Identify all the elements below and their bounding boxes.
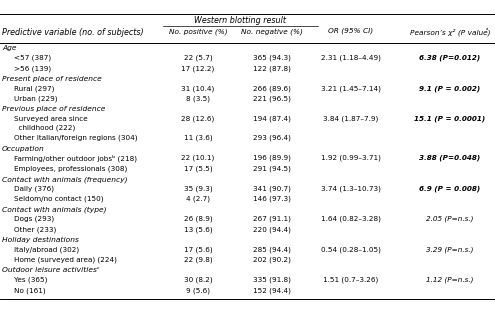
Text: 221 (96.5): 221 (96.5) bbox=[253, 96, 291, 102]
Text: Age: Age bbox=[2, 45, 16, 51]
Text: >56 (139): >56 (139) bbox=[14, 65, 51, 71]
Text: Other Italian/foreign regions (304): Other Italian/foreign regions (304) bbox=[14, 135, 138, 141]
Text: ᵃ: ᵃ bbox=[486, 28, 488, 33]
Text: Home (surveyed area) (224): Home (surveyed area) (224) bbox=[14, 257, 117, 263]
Text: 335 (91.8): 335 (91.8) bbox=[253, 277, 291, 283]
Text: Present place of residence: Present place of residence bbox=[2, 76, 102, 82]
Text: No. negative (%): No. negative (%) bbox=[241, 28, 303, 35]
Text: 293 (96.4): 293 (96.4) bbox=[253, 135, 291, 141]
Text: 202 (90.2): 202 (90.2) bbox=[253, 257, 291, 263]
Text: 266 (89.6): 266 (89.6) bbox=[253, 85, 291, 92]
Text: 8 (3.5): 8 (3.5) bbox=[186, 96, 210, 102]
Text: Outdoor leisure activitiesᶜ: Outdoor leisure activitiesᶜ bbox=[2, 267, 99, 274]
Text: 196 (89.9): 196 (89.9) bbox=[253, 155, 291, 161]
Text: 285 (94.4): 285 (94.4) bbox=[253, 246, 291, 253]
Text: 0.54 (0.28–1.05): 0.54 (0.28–1.05) bbox=[321, 246, 381, 253]
Text: Contact with animals (frequency): Contact with animals (frequency) bbox=[2, 176, 128, 183]
Text: 4 (2.7): 4 (2.7) bbox=[186, 196, 210, 202]
Text: Other (233): Other (233) bbox=[14, 227, 56, 233]
Text: No (161): No (161) bbox=[14, 288, 46, 294]
Text: Dogs (293): Dogs (293) bbox=[14, 216, 54, 222]
Text: 15.1 (P = 0.0001): 15.1 (P = 0.0001) bbox=[414, 115, 486, 122]
Text: 9.1 (P = 0.002): 9.1 (P = 0.002) bbox=[419, 85, 481, 92]
Text: 9 (5.6): 9 (5.6) bbox=[186, 288, 210, 294]
Text: 22 (10.1): 22 (10.1) bbox=[181, 155, 215, 161]
Text: 2.31 (1.18–4.49): 2.31 (1.18–4.49) bbox=[321, 54, 381, 61]
Text: Predictive variable (no. of subjects): Predictive variable (no. of subjects) bbox=[2, 28, 144, 37]
Text: Contact with animals (type): Contact with animals (type) bbox=[2, 206, 106, 213]
Text: 341 (90.7): 341 (90.7) bbox=[253, 185, 291, 192]
Text: 1.51 (0.7–3.26): 1.51 (0.7–3.26) bbox=[323, 277, 379, 283]
Text: Employees, professionals (308): Employees, professionals (308) bbox=[14, 165, 127, 172]
Text: 26 (8.9): 26 (8.9) bbox=[184, 216, 212, 222]
Text: Daily (376): Daily (376) bbox=[14, 185, 54, 192]
Text: 35 (9.3): 35 (9.3) bbox=[184, 185, 212, 192]
Text: Seldom/no contact (150): Seldom/no contact (150) bbox=[14, 196, 103, 202]
Text: 3.29 (P=n.s.): 3.29 (P=n.s.) bbox=[426, 246, 474, 253]
Text: No. positive (%): No. positive (%) bbox=[169, 28, 227, 35]
Text: 122 (87.8): 122 (87.8) bbox=[253, 65, 291, 71]
Text: 28 (12.6): 28 (12.6) bbox=[181, 115, 215, 122]
Text: Previous place of residence: Previous place of residence bbox=[2, 106, 105, 112]
Text: 3.21 (1.45–7.14): 3.21 (1.45–7.14) bbox=[321, 85, 381, 92]
Text: <57 (387): <57 (387) bbox=[14, 54, 51, 61]
Text: 291 (94.5): 291 (94.5) bbox=[253, 165, 291, 172]
Text: Western blotting result: Western blotting result bbox=[195, 16, 287, 25]
Text: Occupation: Occupation bbox=[2, 145, 45, 152]
Text: 30 (8.2): 30 (8.2) bbox=[184, 277, 212, 283]
Text: 22 (5.7): 22 (5.7) bbox=[184, 54, 212, 61]
Text: 146 (97.3): 146 (97.3) bbox=[253, 196, 291, 202]
Text: Rural (297): Rural (297) bbox=[14, 85, 54, 92]
Text: Yes (365): Yes (365) bbox=[14, 277, 48, 283]
Text: 13 (5.6): 13 (5.6) bbox=[184, 227, 212, 233]
Text: 31 (10.4): 31 (10.4) bbox=[181, 85, 215, 92]
Text: 220 (94.4): 220 (94.4) bbox=[253, 227, 291, 233]
Text: Farming/other outdoor jobsᵇ (218): Farming/other outdoor jobsᵇ (218) bbox=[14, 155, 137, 162]
Text: OR (95% CI): OR (95% CI) bbox=[329, 28, 374, 35]
Text: 22 (9.8): 22 (9.8) bbox=[184, 257, 212, 263]
Text: 1.92 (0.99–3.71): 1.92 (0.99–3.71) bbox=[321, 155, 381, 161]
Text: 2.05 (P=n.s.): 2.05 (P=n.s.) bbox=[426, 216, 474, 222]
Text: 1.64 (0.82–3.28): 1.64 (0.82–3.28) bbox=[321, 216, 381, 222]
Text: Holiday destinations: Holiday destinations bbox=[2, 237, 79, 243]
Text: 194 (87.4): 194 (87.4) bbox=[253, 115, 291, 122]
Text: 6.9 (P = 0.008): 6.9 (P = 0.008) bbox=[419, 185, 481, 192]
Text: 1.12 (P=n.s.): 1.12 (P=n.s.) bbox=[426, 277, 474, 283]
Text: childhood (222): childhood (222) bbox=[14, 125, 75, 131]
Text: 17 (5.5): 17 (5.5) bbox=[184, 165, 212, 172]
Text: 17 (5.6): 17 (5.6) bbox=[184, 246, 212, 253]
Text: 17 (12.2): 17 (12.2) bbox=[181, 65, 215, 71]
Text: 152 (94.4): 152 (94.4) bbox=[253, 288, 291, 294]
Text: 365 (94.3): 365 (94.3) bbox=[253, 54, 291, 61]
Text: Surveyed area since: Surveyed area since bbox=[14, 115, 88, 122]
Text: Pearson’s χ² (P value): Pearson’s χ² (P value) bbox=[410, 28, 490, 36]
Text: 11 (3.6): 11 (3.6) bbox=[184, 135, 212, 141]
Text: 3.74 (1.3–10.73): 3.74 (1.3–10.73) bbox=[321, 185, 381, 192]
Text: Italy/abroad (302): Italy/abroad (302) bbox=[14, 246, 79, 253]
Text: Urban (229): Urban (229) bbox=[14, 96, 57, 102]
Text: 267 (91.1): 267 (91.1) bbox=[253, 216, 291, 222]
Text: 3.84 (1.87–7.9): 3.84 (1.87–7.9) bbox=[323, 115, 379, 122]
Text: 3.88 (P=0.048): 3.88 (P=0.048) bbox=[419, 155, 481, 161]
Text: 6.38 (P=0.012): 6.38 (P=0.012) bbox=[419, 54, 481, 61]
